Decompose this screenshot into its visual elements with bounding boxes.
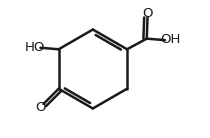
Text: O: O — [143, 7, 153, 20]
Text: HO: HO — [25, 41, 45, 54]
Text: OH: OH — [161, 33, 181, 46]
Text: O: O — [35, 101, 45, 114]
